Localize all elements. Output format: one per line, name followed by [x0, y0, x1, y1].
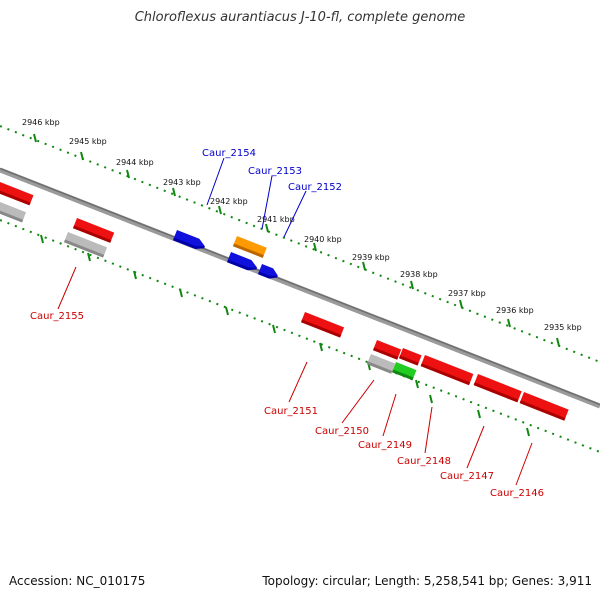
gene-label: Caur_2147: [440, 471, 494, 482]
gene-block: [519, 392, 569, 421]
gene-label: Caur_2152: [288, 182, 342, 193]
upper-scale-track: [0, 125, 600, 363]
kbp-label: 2939 kbp: [352, 253, 390, 262]
gene-block: [398, 348, 422, 366]
gene-label: Caur_2153: [248, 166, 302, 177]
gene-block: [257, 264, 278, 279]
kbp-label: 2943 kbp: [163, 178, 201, 187]
gene-block: [0, 180, 34, 206]
gene-block: [372, 340, 402, 360]
gene-label: Caur_2146: [490, 488, 544, 499]
genome-backbone: [0, 167, 600, 409]
kbp-label: 2938 kbp: [400, 270, 438, 279]
genome-backbone-shade: [0, 167, 600, 406]
gene-block: [300, 312, 345, 338]
upper-major-ticks: [33, 133, 560, 347]
kbp-label: 2942 kbp: [210, 197, 248, 206]
gene-block: [0, 200, 27, 223]
kbp-label: 2946 kbp: [22, 118, 60, 127]
forward-genes: [0, 180, 569, 421]
gene-label: Caur_2154: [202, 148, 256, 159]
gene-block: [226, 252, 258, 271]
gene-label: Caur_2149: [358, 440, 412, 451]
kbp-label: 2941 kbp: [257, 215, 295, 224]
map-title: Chloroflexus aurantiacus J-10-fl, comple…: [134, 10, 466, 25]
red-leader-lines: [57, 266, 533, 486]
gene-block: [473, 374, 522, 403]
lower-scale-track: [0, 219, 600, 453]
gene-label: Caur_2150: [315, 426, 369, 437]
gene-block: [63, 232, 108, 258]
gene-block: [366, 354, 396, 374]
topology-label: Topology: circular; Length: 5,258,541 bp…: [262, 574, 592, 588]
lower-major-ticks: [40, 234, 530, 437]
kbp-label: 2935 kbp: [544, 323, 582, 332]
scale-labels: 2946 kbp 2945 kbp 2944 kbp 2943 kbp 2942…: [22, 118, 582, 332]
gene-block-orange: [232, 236, 267, 258]
pseudo-genes: [0, 200, 396, 374]
kbp-label: 2936 kbp: [496, 306, 534, 315]
gene-block: [72, 218, 115, 243]
gene-label: Caur_2151: [264, 406, 318, 417]
gene-label: Caur_2155: [30, 311, 84, 322]
kbp-label: 2945 kbp: [69, 137, 107, 146]
kbp-label: 2937 kbp: [448, 289, 486, 298]
reverse-genes: [172, 230, 278, 279]
gene-block: [172, 230, 205, 250]
gene-label: Caur_2148: [397, 456, 451, 467]
kbp-label: 2940 kbp: [304, 235, 342, 244]
accession-label: Accession: NC_010175: [9, 574, 146, 588]
blue-leader-lines: [206, 157, 307, 238]
kbp-label: 2944 kbp: [116, 158, 154, 167]
gene-block: [420, 355, 474, 386]
gene-block-green: [391, 362, 417, 381]
